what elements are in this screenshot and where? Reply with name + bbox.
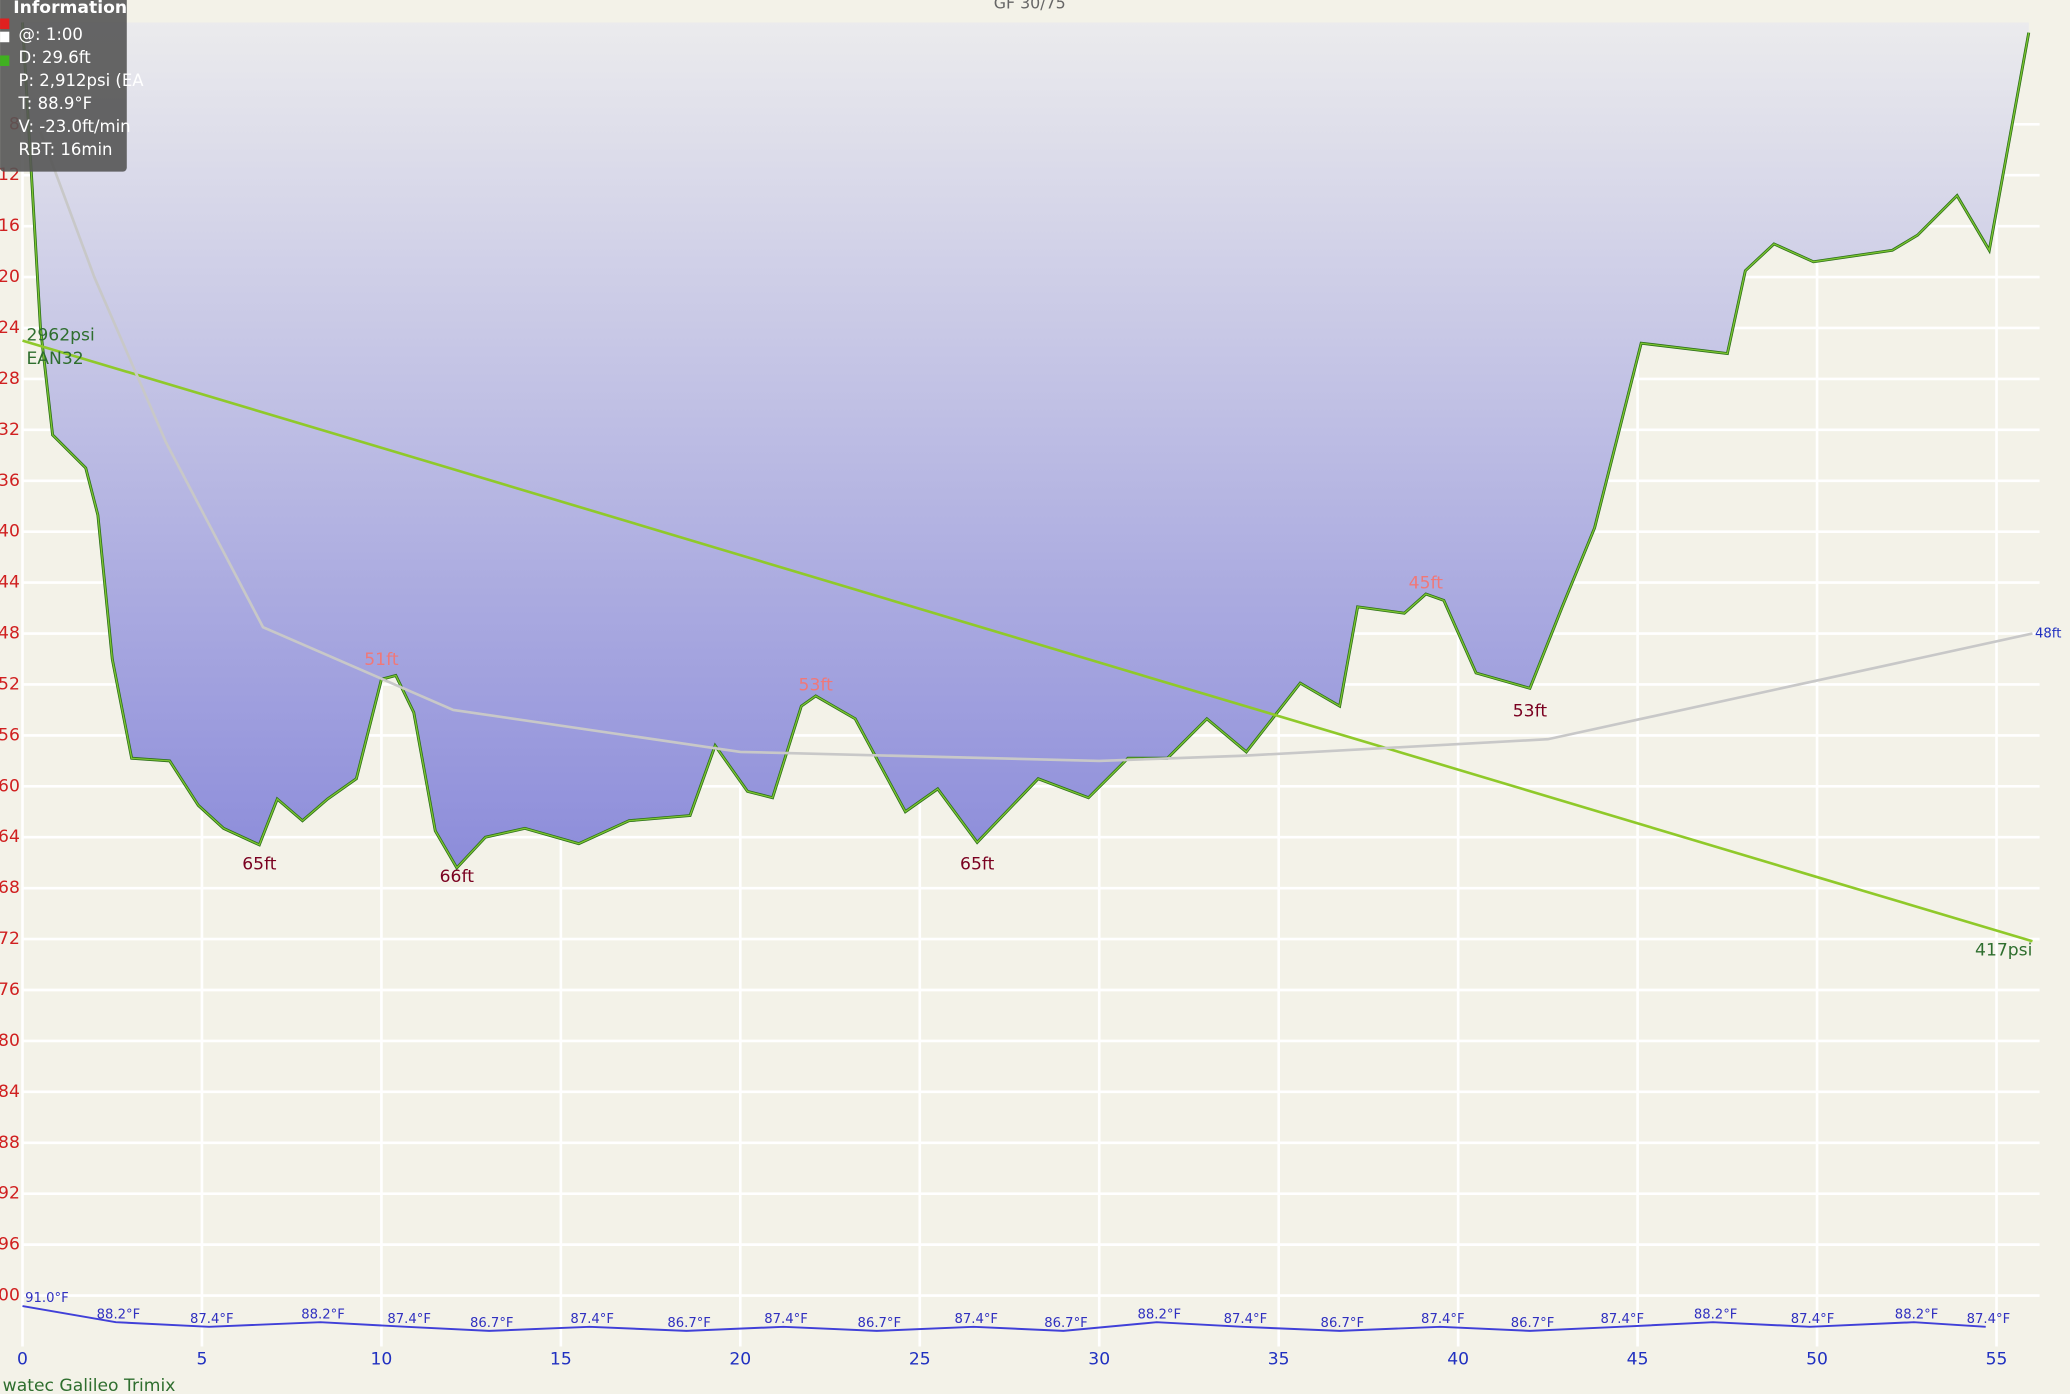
y-tick-label: 44	[0, 573, 20, 593]
temperature-label: 88.2°F	[1895, 1307, 1939, 1322]
y-tick-label: 68	[0, 878, 20, 898]
temperature-label: 87.4°F	[387, 1312, 431, 1327]
y-tick-label: 88	[0, 1133, 20, 1153]
temperature-label: 86.7°F	[1044, 1316, 1088, 1331]
y-tick-label: 100	[0, 1286, 20, 1306]
temperature-label: 87.4°F	[1967, 1312, 2011, 1327]
temperature-label: 86.7°F	[858, 1316, 902, 1331]
tissue-label: 48ft	[2035, 627, 2061, 642]
x-tick-label: 15	[550, 1350, 572, 1370]
y-tick-label: 92	[0, 1184, 20, 1204]
x-tick-label: 5	[196, 1350, 207, 1370]
y-tick-label: 76	[0, 980, 20, 1000]
info-swatch	[0, 55, 10, 67]
temperature-label: 88.2°F	[1138, 1307, 1182, 1322]
y-tick-label: 36	[0, 471, 20, 491]
temperature-label: 87.4°F	[1601, 1312, 1645, 1327]
y-tick-label: 72	[0, 929, 20, 949]
depth-annotation: 51ft	[364, 650, 399, 670]
y-tick-label: 60	[0, 776, 20, 796]
y-tick-label: 52	[0, 674, 20, 694]
temperature-label: 88.2°F	[97, 1307, 141, 1322]
temperature-label: 86.7°F	[1321, 1316, 1365, 1331]
x-tick-label: 45	[1627, 1350, 1649, 1370]
depth-annotation: 53ft	[799, 675, 834, 695]
depth-annotation: 65ft	[242, 854, 277, 874]
y-tick-label: 40	[0, 522, 20, 542]
x-tick-label: 50	[1806, 1350, 1828, 1370]
series-line	[39, 131, 2033, 763]
info-box: Information @: 1:00 D: 29.6ft P: 2,912psi …	[0, 0, 144, 172]
info-line: @: 1:00	[19, 25, 83, 44]
y-tick-label: 96	[0, 1235, 20, 1255]
series-line	[22, 1305, 1986, 1332]
gas-label: EAN32	[26, 349, 83, 369]
info-line: RBT: 16min	[19, 140, 113, 159]
pressure-label: 417psi	[1975, 940, 2032, 960]
y-tick-label: 20	[0, 267, 20, 287]
x-tick-label: 20	[729, 1350, 751, 1370]
y-tick-label: 24	[0, 318, 20, 338]
info-line: D: 29.6ft	[19, 48, 92, 67]
pressure-label: 2962psi	[26, 325, 94, 345]
plot: 2962psi 417psi EAN32 48ft 91.0°F 88.2°F 87.4°F…	[21, 22, 2061, 1332]
y-tick-label: 84	[0, 1082, 20, 1102]
temperature-label: 87.4°F	[190, 1312, 234, 1327]
x-tick-label: 40	[1447, 1350, 1469, 1370]
temperature-label: 86.7°F	[667, 1316, 711, 1331]
info-background	[0, 0, 127, 172]
info-swatch	[0, 31, 10, 43]
depth-area	[22, 22, 2029, 868]
info-title: Information	[13, 0, 127, 18]
y-tick-label: 64	[0, 827, 20, 847]
info-line: P: 2,912psi (EA	[19, 71, 145, 90]
depth-annotation: 65ft	[960, 854, 995, 874]
temperature-label: 88.2°F	[301, 1307, 345, 1322]
x-tick-label: 10	[370, 1350, 392, 1370]
x-tick-label: 35	[1268, 1350, 1290, 1370]
temperature-label: 87.4°F	[1421, 1312, 1465, 1327]
temperature-label: 86.7°F	[470, 1316, 514, 1331]
series-line	[22, 339, 2033, 943]
depth-annotation: 66ft	[440, 867, 475, 887]
chart-title: GF 30/75	[994, 0, 1066, 12]
temperature-label: 86.7°F	[1511, 1316, 1555, 1331]
x-tick-label: 0	[17, 1350, 28, 1370]
depth-annotation: 45ft	[1409, 573, 1444, 593]
footer: watec Galileo Trimix	[3, 1376, 176, 1394]
info-line: V: -23.0ft/min	[19, 117, 131, 136]
temperature-label: 91.0°F	[25, 1291, 69, 1306]
y-tick-label: 48	[0, 624, 20, 644]
series-highlight	[21, 22, 2030, 869]
temperature-label: 87.4°F	[764, 1312, 808, 1327]
x-tick-label: 25	[909, 1350, 931, 1370]
info-line: T: 88.9°F	[18, 94, 93, 113]
y-tick-label: 56	[0, 725, 20, 745]
temperature-label: 87.4°F	[1224, 1312, 1268, 1327]
x-tick-label: 55	[1986, 1350, 2008, 1370]
info-swatch	[0, 18, 10, 30]
y-tick-label: 16	[0, 216, 20, 236]
depth-annotation: 53ft	[1513, 702, 1548, 722]
temperature-label: 87.4°F	[954, 1312, 998, 1327]
y-tick-label: 28	[0, 369, 20, 389]
temperature-label: 87.4°F	[570, 1312, 614, 1327]
y-tick-label: 32	[0, 420, 20, 440]
temperature-label: 87.4°F	[1791, 1312, 1835, 1327]
y-tick-label: 80	[0, 1031, 20, 1051]
x-tick-label: 30	[1088, 1350, 1110, 1370]
temperature-label: 88.2°F	[1694, 1307, 1738, 1322]
